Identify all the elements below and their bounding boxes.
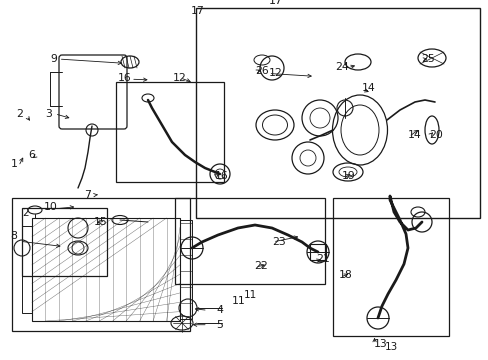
Text: 14: 14 [407, 130, 421, 140]
Text: 19: 19 [342, 171, 355, 181]
Text: 24: 24 [335, 62, 348, 72]
Text: 2: 2 [22, 208, 29, 218]
Text: 3: 3 [45, 109, 52, 119]
Bar [332, 198, 448, 336]
Bar [196, 8, 479, 218]
Text: 25: 25 [420, 54, 434, 64]
Bar [22, 208, 107, 276]
Bar [32, 218, 180, 321]
Text: 11: 11 [231, 296, 245, 306]
Text: 22: 22 [254, 261, 267, 271]
Bar [180, 220, 192, 319]
Text: 12: 12 [173, 73, 186, 83]
Text: 4: 4 [216, 305, 223, 315]
Text: 16: 16 [117, 73, 131, 84]
Text: 20: 20 [428, 130, 442, 140]
Text: 12: 12 [268, 68, 282, 78]
Bar [309, 244, 325, 260]
Text: 14: 14 [361, 83, 374, 93]
Text: 15: 15 [93, 217, 107, 227]
Bar [175, 198, 325, 284]
Bar [12, 198, 190, 331]
Text: 6: 6 [28, 150, 35, 160]
Text: 17: 17 [190, 6, 204, 16]
Text: 1: 1 [11, 159, 18, 169]
Text: 2: 2 [16, 109, 23, 120]
Text: 26: 26 [254, 66, 268, 76]
Text: 7: 7 [83, 190, 90, 200]
Text: 8: 8 [10, 231, 17, 241]
Text: 18: 18 [338, 270, 351, 280]
Text: 21: 21 [315, 254, 329, 264]
Bar [116, 82, 224, 182]
Text: 11: 11 [243, 290, 256, 300]
Text: 5: 5 [216, 320, 223, 330]
Text: 10: 10 [43, 202, 57, 212]
Text: 9: 9 [50, 54, 57, 64]
Text: 17: 17 [268, 0, 283, 6]
Bar [22, 226, 32, 313]
Text: 13: 13 [384, 342, 397, 352]
Text: 16: 16 [214, 171, 228, 181]
Text: 13: 13 [373, 339, 386, 349]
Text: 23: 23 [271, 237, 285, 247]
